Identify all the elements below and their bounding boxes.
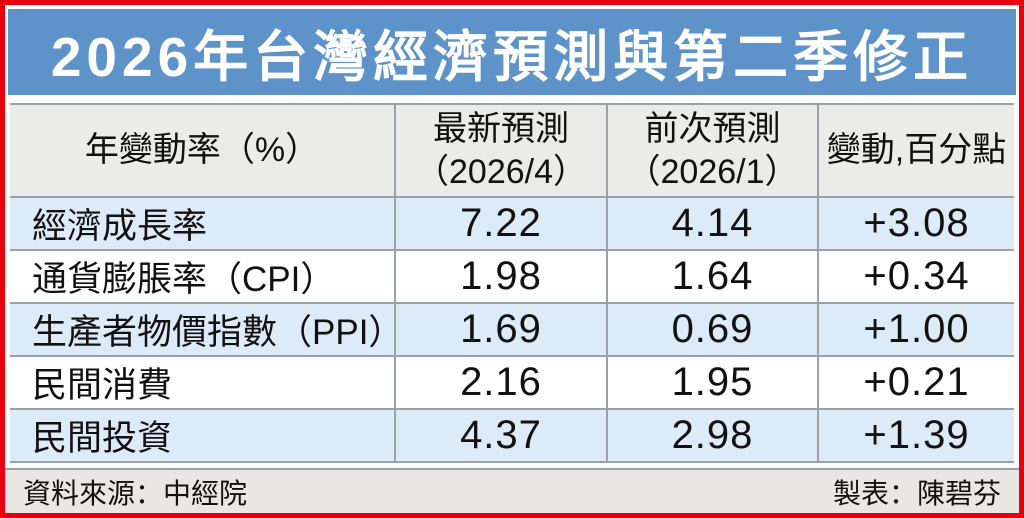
source-note: 資料來源：中經院 xyxy=(23,477,248,509)
col-header-latest-label: 最新預測 xyxy=(433,110,569,148)
previous-value: 0.69 xyxy=(606,302,819,357)
previous-value: 2.98 xyxy=(606,408,819,463)
change-value: +1.00 xyxy=(817,302,1014,357)
table-row: 經濟成長率 7.22 4.14 +3.08 xyxy=(10,196,1014,251)
latest-value: 1.98 xyxy=(394,249,608,304)
table-row: 民間投資 4.37 2.98 +1.39 xyxy=(10,408,1014,463)
credit-note: 製表：陳碧芬 xyxy=(832,477,1001,509)
forecast-table: 年變動率（%） 最新預測 （2026/4） 前次預測 （2026/1） 變動,百… xyxy=(10,103,1014,463)
row-label: 民間消費 xyxy=(10,355,396,410)
page-title: 2026年台灣經濟預測與第二季修正 xyxy=(50,26,974,88)
table-row: 通貨膨脹率（CPI） 1.98 1.64 +0.34 xyxy=(10,249,1014,304)
row-label: 民間投資 xyxy=(10,408,396,463)
col-header-metric-label: 年變動率（%） xyxy=(84,131,320,170)
row-label: 通貨膨脹率（CPI） xyxy=(10,249,396,304)
col-header-previous: 前次預測 （2026/1） xyxy=(606,103,819,198)
header-row: 年變動率（%） 最新預測 （2026/4） 前次預測 （2026/1） 變動,百… xyxy=(10,103,1014,198)
latest-value: 1.69 xyxy=(394,302,608,357)
col-header-previous-label: 前次預測 xyxy=(644,110,781,148)
col-header-metric: 年變動率（%） xyxy=(10,103,396,198)
col-header-previous-sub: （2026/1） xyxy=(626,152,799,191)
previous-value: 4.14 xyxy=(606,196,819,251)
col-header-latest: 最新預測 （2026/4） xyxy=(394,103,608,198)
latest-value: 4.37 xyxy=(394,408,608,463)
table-row: 生產者物價指數（PPI） 1.69 0.69 +1.00 xyxy=(10,302,1014,357)
change-value: +3.08 xyxy=(817,196,1014,251)
row-label: 生產者物價指數（PPI） xyxy=(10,302,403,357)
latest-value: 2.16 xyxy=(394,355,608,410)
row-label: 經濟成長率 xyxy=(10,196,396,251)
col-header-latest-sub: （2026/4） xyxy=(415,152,587,191)
previous-value: 1.95 xyxy=(606,355,819,410)
footer-bar: 資料來源：中經院 製表：陳碧芬 xyxy=(5,468,1019,513)
col-header-change: 變動,百分點 xyxy=(817,103,1014,198)
table-row: 民間消費 2.16 1.95 +0.21 xyxy=(10,355,1014,410)
latest-value: 7.22 xyxy=(394,196,608,251)
change-value: +1.39 xyxy=(817,408,1014,463)
change-value: +0.34 xyxy=(817,249,1014,304)
change-value: +0.21 xyxy=(817,355,1014,410)
title-bar: 2026年台灣經濟預測與第二季修正 xyxy=(8,9,1016,95)
col-header-change-label: 變動,百分點 xyxy=(826,131,1007,170)
previous-value: 1.64 xyxy=(606,249,819,304)
